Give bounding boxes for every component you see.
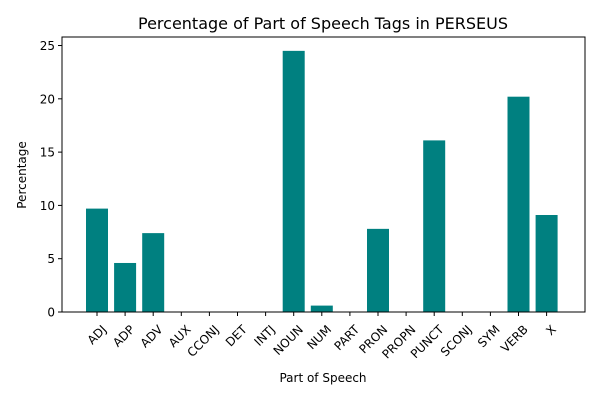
- bar-verb: [507, 96, 530, 312]
- y-axis-ticks: 0 5 10 15 20 25: [40, 39, 62, 320]
- x-axis-label: Part of Speech: [279, 371, 366, 385]
- y-tick-label: 10: [40, 199, 55, 213]
- y-tick-label: 5: [47, 252, 55, 266]
- bar-noun: [282, 50, 305, 313]
- bar-adp: [114, 262, 137, 312]
- y-tick-label: 0: [47, 306, 55, 320]
- bar-pron: [367, 228, 389, 312]
- x-tick-label: ADP: [110, 322, 137, 349]
- bars-group: [86, 50, 558, 313]
- x-tick-label: CCONJ: [184, 322, 221, 359]
- x-tick-label: NOUN: [271, 322, 306, 357]
- bar-adv: [142, 233, 165, 312]
- x-tick-label: ADV: [138, 322, 166, 350]
- y-tick-label: 15: [40, 146, 55, 160]
- x-tick-label: SCONJ: [438, 322, 475, 359]
- x-tick-label: X: [543, 322, 559, 338]
- plot-frame: [61, 36, 586, 313]
- bar-punct: [423, 140, 446, 312]
- x-tick-label: DET: [223, 322, 250, 349]
- chart-title: Percentage of Part of Speech Tags in PER…: [138, 14, 508, 33]
- x-tick-label: NUM: [304, 322, 334, 352]
- x-tick-label: VERB: [498, 322, 531, 355]
- y-axis-label: Percentage: [15, 141, 29, 209]
- y-tick-label: 25: [40, 39, 55, 53]
- bar-adj: [86, 208, 108, 312]
- bar-x: [535, 215, 558, 312]
- bar-num: [310, 305, 333, 312]
- x-tick-label: ADJ: [85, 322, 110, 347]
- y-tick-label: 20: [40, 92, 55, 106]
